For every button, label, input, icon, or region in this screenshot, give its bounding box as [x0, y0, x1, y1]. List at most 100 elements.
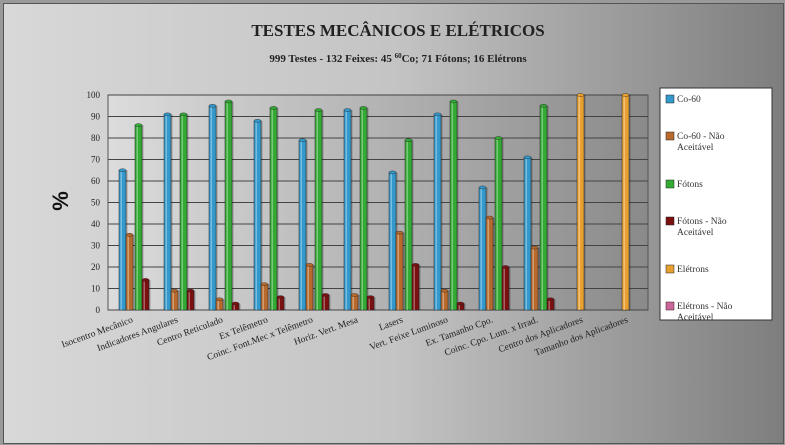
- bar-co-60-highlight: [300, 140, 302, 310]
- y-tick-label: 90: [91, 112, 101, 122]
- legend-entry: Co-60 - Não Aceitável: [677, 132, 725, 153]
- bar-co-60-n-o-aceit-vel-cap: [260, 282, 269, 286]
- bar-f-tons: [224, 101, 233, 311]
- bar-f-tons-cap: [179, 112, 188, 117]
- bar-co-60-cap: [208, 104, 217, 108]
- x-tick-label: Lasers: [378, 315, 405, 333]
- bar-f-tons-n-o-aceit-vel-highlight: [233, 303, 235, 310]
- bar-co-60: [433, 114, 442, 311]
- bar-co-60-cap: [298, 138, 307, 142]
- bar-co-60-n-o-aceit-vel-cap: [305, 263, 314, 267]
- bar-f-tons-n-o-aceit-vel: [411, 264, 420, 311]
- bar-f-tons-highlight: [496, 138, 498, 310]
- bar-co-60-cap: [478, 185, 487, 190]
- bar-co-60-n-o-aceit-vel-cap: [395, 230, 404, 235]
- bar-co-60-cap: [433, 112, 442, 117]
- bar-f-tons-n-o-aceit-vel: [186, 290, 195, 311]
- bar-co-60-n-o-aceit-vel: [260, 283, 269, 311]
- bar-f-tons-cap: [314, 108, 323, 112]
- bar-f-tons: [449, 101, 458, 311]
- bar-co-60-highlight: [525, 157, 527, 310]
- bar-f-tons-n-o-aceit-vel-cap: [411, 263, 420, 267]
- legend: Co-60 Co-60 - Não Aceitável Fótons Fótons - …: [659, 87, 773, 323]
- bar-co-60-highlight: [345, 110, 347, 310]
- bar-co-60: [118, 170, 127, 311]
- bar-f-tons-n-o-aceit-vel-cap: [546, 297, 555, 301]
- bar-f-tons-n-o-aceit-vel: [366, 296, 375, 311]
- bar-co-60-cap: [163, 112, 172, 117]
- bar-co-60: [208, 105, 217, 311]
- bar-f-tons: [314, 109, 323, 311]
- y-tick-label: 20: [91, 262, 101, 272]
- bar-f-tons-n-o-aceit-vel: [276, 296, 285, 311]
- bar-f-tons: [269, 107, 278, 311]
- bar-f-tons-cap: [449, 99, 458, 104]
- bar-co-60-n-o-aceit-vel-cap: [215, 297, 224, 301]
- chart-subtitle: 999 Testes - 132 Feixes: 45 60Co; 71 Fót…: [269, 52, 527, 65]
- bar-f-tons-highlight: [451, 101, 453, 310]
- bar-f-tons-highlight: [361, 107, 363, 311]
- bar-co-60-cap: [388, 170, 397, 175]
- bar-f-tons-n-o-aceit-vel-cap: [186, 288, 195, 293]
- legend-swatch: [665, 131, 675, 141]
- bar-co-60-cap: [118, 168, 127, 172]
- legend-entry: Elétrons: [677, 265, 709, 275]
- y-tick-label: 40: [91, 219, 101, 229]
- bar-co-60-n-o-aceit-vel: [440, 290, 449, 311]
- bar-el-trons-highlight: [623, 95, 625, 310]
- bar-co-60-n-o-aceit-vel: [305, 264, 314, 311]
- bar-f-tons: [359, 107, 368, 311]
- bar-f-tons-n-o-aceit-vel-highlight: [278, 297, 280, 310]
- bar-co-60-n-o-aceit-vel-cap: [485, 215, 494, 220]
- y-tick-label: 60: [91, 176, 101, 186]
- bar-f-tons-cap: [359, 106, 368, 110]
- bar-f-tons-highlight: [541, 105, 543, 310]
- bar-co-60-n-o-aceit-vel: [125, 234, 134, 311]
- bar-f-tons-n-o-aceit-vel: [141, 279, 150, 311]
- bar-co-60-n-o-aceit-vel-cap: [530, 245, 539, 250]
- bar-co-60-highlight: [210, 105, 212, 310]
- bar-f-tons-n-o-aceit-vel-cap: [456, 301, 465, 306]
- bar-el-trons: [621, 94, 630, 311]
- legend-swatch: [665, 179, 675, 189]
- y-tick-label: 100: [87, 90, 101, 100]
- bar-co-60-highlight: [480, 187, 482, 310]
- bar-f-tons-highlight: [271, 107, 273, 311]
- subtitle-rest: Co; 71 Fótons; 16 Elétrons: [402, 53, 528, 65]
- bar-co-60: [478, 187, 487, 311]
- y-tick-label: 10: [91, 284, 101, 294]
- bar-co-60: [298, 139, 307, 311]
- legend-swatch: [665, 216, 675, 226]
- bar-f-tons-cap: [404, 138, 413, 142]
- legend-entry: Co-60: [677, 95, 701, 105]
- bar-co-60: [253, 120, 262, 311]
- bar-f-tons-highlight: [136, 125, 138, 310]
- bar-f-tons-n-o-aceit-vel-cap: [231, 301, 240, 306]
- bar-co-60-n-o-aceit-vel-cap: [350, 293, 359, 297]
- bar-f-tons-n-o-aceit-vel-cap: [321, 293, 330, 297]
- y-axis-label: %: [48, 191, 73, 211]
- bar-co-60-n-o-aceit-vel: [395, 232, 404, 311]
- bar-co-60: [343, 109, 352, 311]
- bar-co-60-n-o-aceit-vel-highlight: [397, 232, 399, 310]
- bar-el-trons-highlight: [578, 95, 580, 310]
- bar-co-60-n-o-aceit-vel-highlight: [307, 264, 309, 310]
- bar-f-tons: [494, 137, 503, 311]
- bar-co-60-n-o-aceit-vel-highlight: [487, 217, 489, 310]
- y-tick-label: 80: [91, 133, 101, 143]
- bar-f-tons: [404, 139, 413, 311]
- bar-f-tons: [539, 105, 548, 311]
- y-tick-label: 0: [96, 305, 101, 315]
- bar-f-tons-n-o-aceit-vel-cap: [501, 265, 510, 269]
- bar-f-tons-n-o-aceit-vel-highlight: [368, 297, 370, 310]
- bar-f-tons-n-o-aceit-vel-highlight: [323, 294, 325, 310]
- bar-co-60-n-o-aceit-vel-highlight: [262, 284, 264, 310]
- bar-f-tons: [134, 124, 143, 311]
- bar-f-tons: [179, 114, 188, 311]
- bar-co-60-cap: [253, 119, 262, 123]
- bar-co-60-n-o-aceit-vel-highlight: [532, 247, 534, 310]
- bar-co-60-highlight: [255, 120, 257, 310]
- bar-co-60-n-o-aceit-vel-highlight: [442, 290, 444, 310]
